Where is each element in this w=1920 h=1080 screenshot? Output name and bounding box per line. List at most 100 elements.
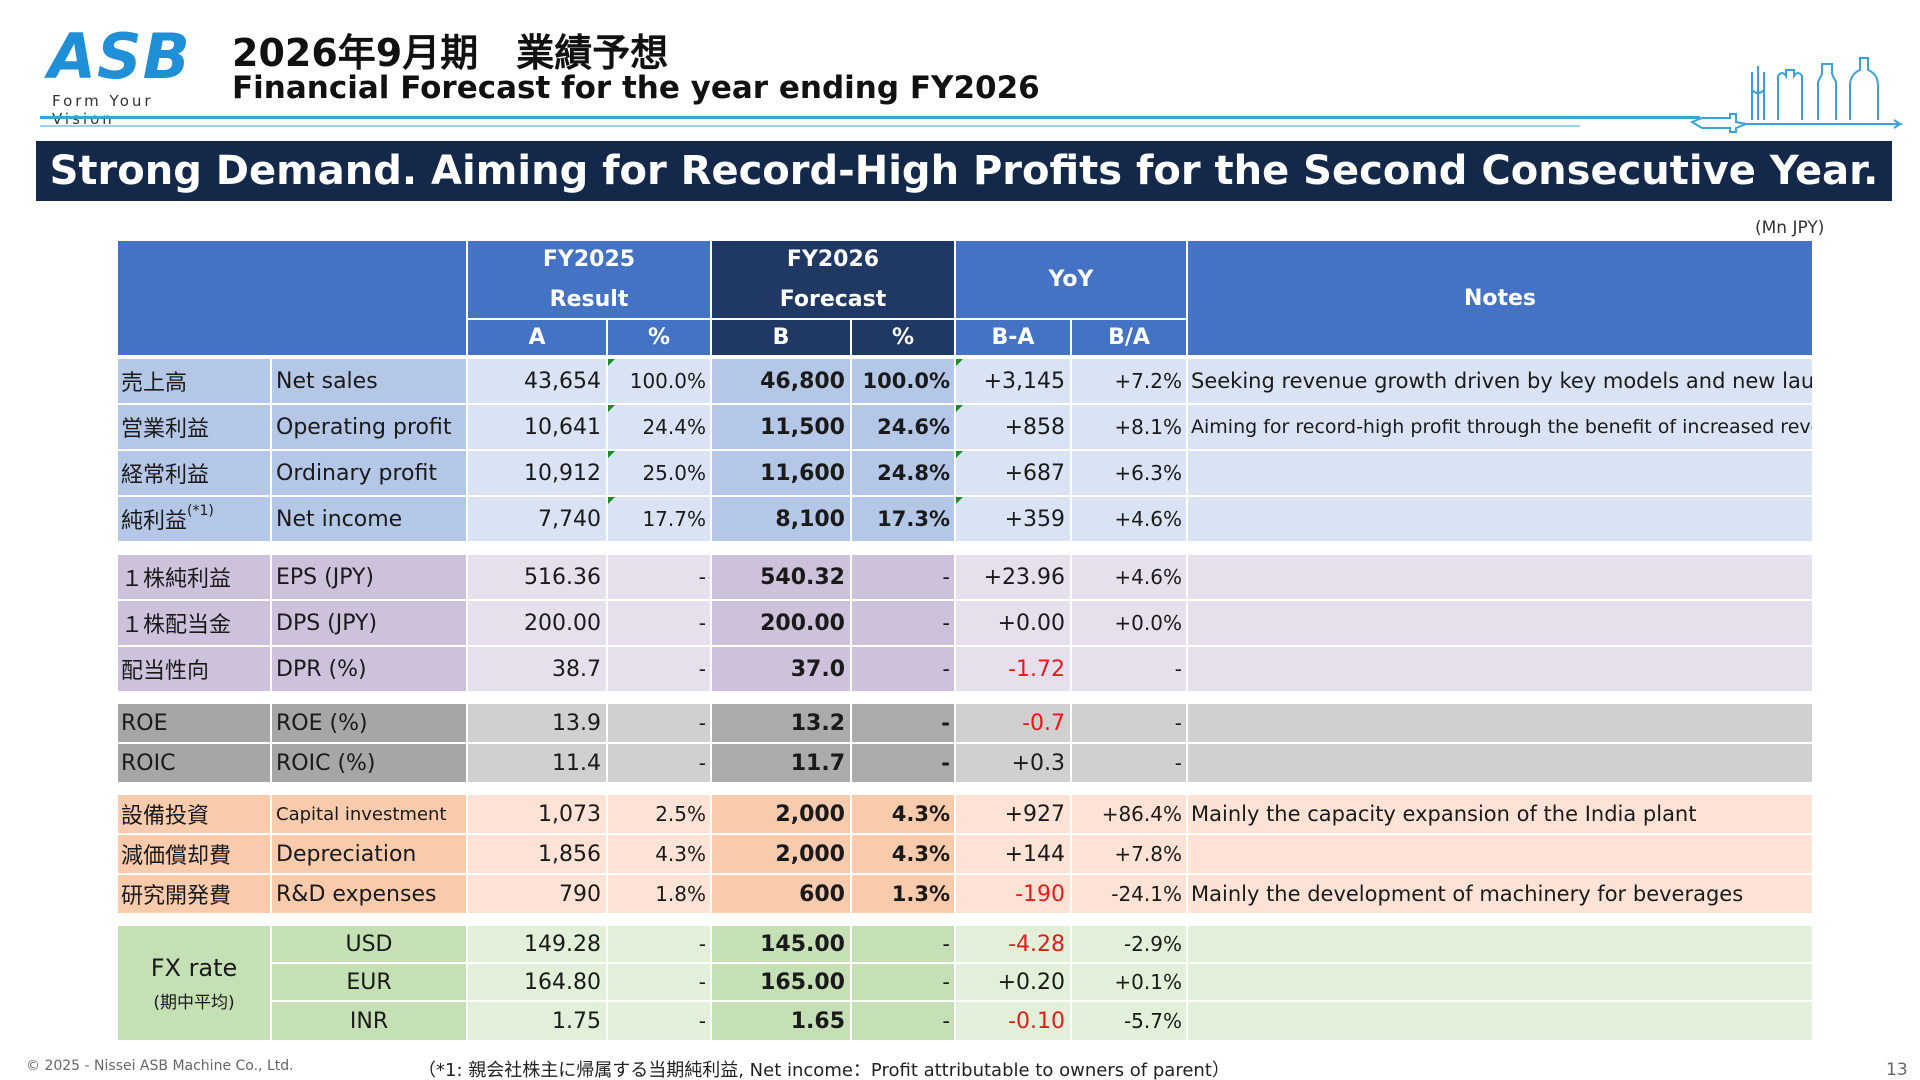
value-a-pct: - [608, 964, 712, 1000]
notes-cell [1188, 704, 1812, 742]
value-b-div-a: +4.6% [1072, 555, 1188, 599]
row-label-en: Operating profit [272, 405, 468, 449]
value-b: 540.32 [712, 555, 852, 599]
value-b-div-a: - [1072, 744, 1188, 782]
table-row: ROE ROE (%) 13.9 - 13.2 - -0.7 - [118, 704, 1812, 742]
header-fy2025-year: FY2025 [542, 246, 636, 272]
value-a: 1.75 [468, 1002, 608, 1040]
currency-label: EUR [272, 964, 468, 1000]
table-row: USD 149.28 - 145.00 - -4.28 -2.9% [272, 926, 1812, 962]
notes-cell: Mainly the development of machinery for … [1188, 875, 1812, 913]
currency-label: USD [272, 926, 468, 962]
value-b-minus-a: +927 [956, 795, 1072, 833]
row-label-en: DPS (JPY) [272, 601, 468, 645]
notes-cell: Mainly the capacity expansion of the Ind… [1188, 795, 1812, 833]
value-b-div-a: -5.7% [1072, 1002, 1188, 1040]
value-a: 38.7 [468, 647, 608, 691]
notes-cell [1188, 451, 1812, 495]
value-a-pct: 25.0% [608, 451, 712, 495]
value-a: 7,740 [468, 497, 608, 541]
value-b-minus-a: +144 [956, 835, 1072, 873]
value-b: 1.65 [712, 1002, 852, 1040]
header-fy2026: FY2026 Forecast [712, 241, 956, 320]
header-b-pct: % [852, 320, 956, 357]
value-b-minus-a: +359 [956, 497, 1072, 541]
value-a-pct: - [608, 647, 712, 691]
value-b-div-a: - [1072, 704, 1188, 742]
value-a-pct: 24.4% [608, 405, 712, 449]
notes-cell: Seeking revenue growth driven by key mod… [1188, 359, 1812, 403]
value-a-pct: - [608, 704, 712, 742]
value-b-pct: - [852, 704, 956, 742]
value-b-pct: - [852, 926, 956, 962]
header-b-div-a: B/A [1072, 320, 1188, 357]
header-result: Result [549, 286, 629, 312]
value-b-pct: - [852, 601, 956, 645]
copyright: © 2025 - Nissei ASB Machine Co., Ltd. [26, 1058, 294, 1074]
value-b-pct: - [852, 964, 956, 1000]
value-b: 37.0 [712, 647, 852, 691]
header-divider-light [40, 125, 1580, 127]
header-forecast: Forecast [779, 286, 887, 312]
header-yoy: YoY [956, 241, 1188, 320]
value-b-minus-a: +3,145 [956, 359, 1072, 403]
value-b-div-a: -24.1% [1072, 875, 1188, 913]
row-label-jp: 営業利益 [118, 405, 272, 449]
bottles-icon [1690, 57, 1904, 133]
row-label-en: R&D expenses [272, 875, 468, 913]
notes-cell [1188, 964, 1812, 1000]
value-b-div-a: +7.8% [1072, 835, 1188, 873]
value-a: 200.00 [468, 601, 608, 645]
value-b-div-a: +8.1% [1072, 405, 1188, 449]
value-b: 11,600 [712, 451, 852, 495]
notes-cell: Aiming for record-high profit through th… [1188, 405, 1812, 449]
value-b-minus-a: -4.28 [956, 926, 1072, 962]
value-b-pct: - [852, 1002, 956, 1040]
value-b-pct: - [852, 744, 956, 782]
value-b-div-a: +0.0% [1072, 601, 1188, 645]
value-b-minus-a: +687 [956, 451, 1072, 495]
row-label-en: Depreciation [272, 835, 468, 873]
row-label-jp: 減価償却費 [118, 835, 272, 873]
value-b: 8,100 [712, 497, 852, 541]
value-a-pct: - [608, 926, 712, 962]
row-label-en: Ordinary profit [272, 451, 468, 495]
row-label-jp: 純利益 (*1) [118, 497, 272, 541]
row-label-jp: ROE [118, 704, 272, 742]
value-b-div-a: +4.6% [1072, 497, 1188, 541]
value-b-div-a: -2.9% [1072, 926, 1188, 962]
value-a: 10,912 [468, 451, 608, 495]
page-number: 13 [1886, 1060, 1908, 1080]
value-a: 11.4 [468, 744, 608, 782]
value-b-div-a: +86.4% [1072, 795, 1188, 833]
notes-cell [1188, 926, 1812, 962]
header-fy2025: FY2025 Result [468, 241, 712, 320]
value-a: 149.28 [468, 926, 608, 962]
notes-cell [1188, 497, 1812, 541]
header-divider [40, 116, 1700, 119]
value-a: 10,641 [468, 405, 608, 449]
value-b-div-a: +0.1% [1072, 964, 1188, 1000]
value-b: 11.7 [712, 744, 852, 782]
row-label-en: ROIC (%) [272, 744, 468, 782]
header-a: A [468, 320, 608, 357]
row-label-en: EPS (JPY) [272, 555, 468, 599]
value-a-pct: 1.8% [608, 875, 712, 913]
value-b-minus-a: -0.10 [956, 1002, 1072, 1040]
row-label-jp: 経常利益 [118, 451, 272, 495]
value-b: 145.00 [712, 926, 852, 962]
table-row: 経常利益 Ordinary profit 10,912 25.0% 11,600… [118, 451, 1812, 495]
value-a: 13.9 [468, 704, 608, 742]
value-b-minus-a: +858 [956, 405, 1072, 449]
value-b-div-a: +7.2% [1072, 359, 1188, 403]
value-b-pct: - [852, 647, 956, 691]
header-b-minus-a: B-A [956, 320, 1072, 357]
table-row: 売上高 Net sales 43,654 100.0% 46,800 100.0… [118, 359, 1812, 403]
row-label-jp: 配当性向 [118, 647, 272, 691]
fx-rate-subtitle: (期中平均) [153, 992, 235, 1013]
row-label-jp: 設備投資 [118, 795, 272, 833]
logo-tagline: Form Your Vision [52, 92, 154, 128]
row-label-en: DPR (%) [272, 647, 468, 691]
value-b-minus-a: -0.7 [956, 704, 1072, 742]
row-label-jp: １株純利益 [118, 555, 272, 599]
